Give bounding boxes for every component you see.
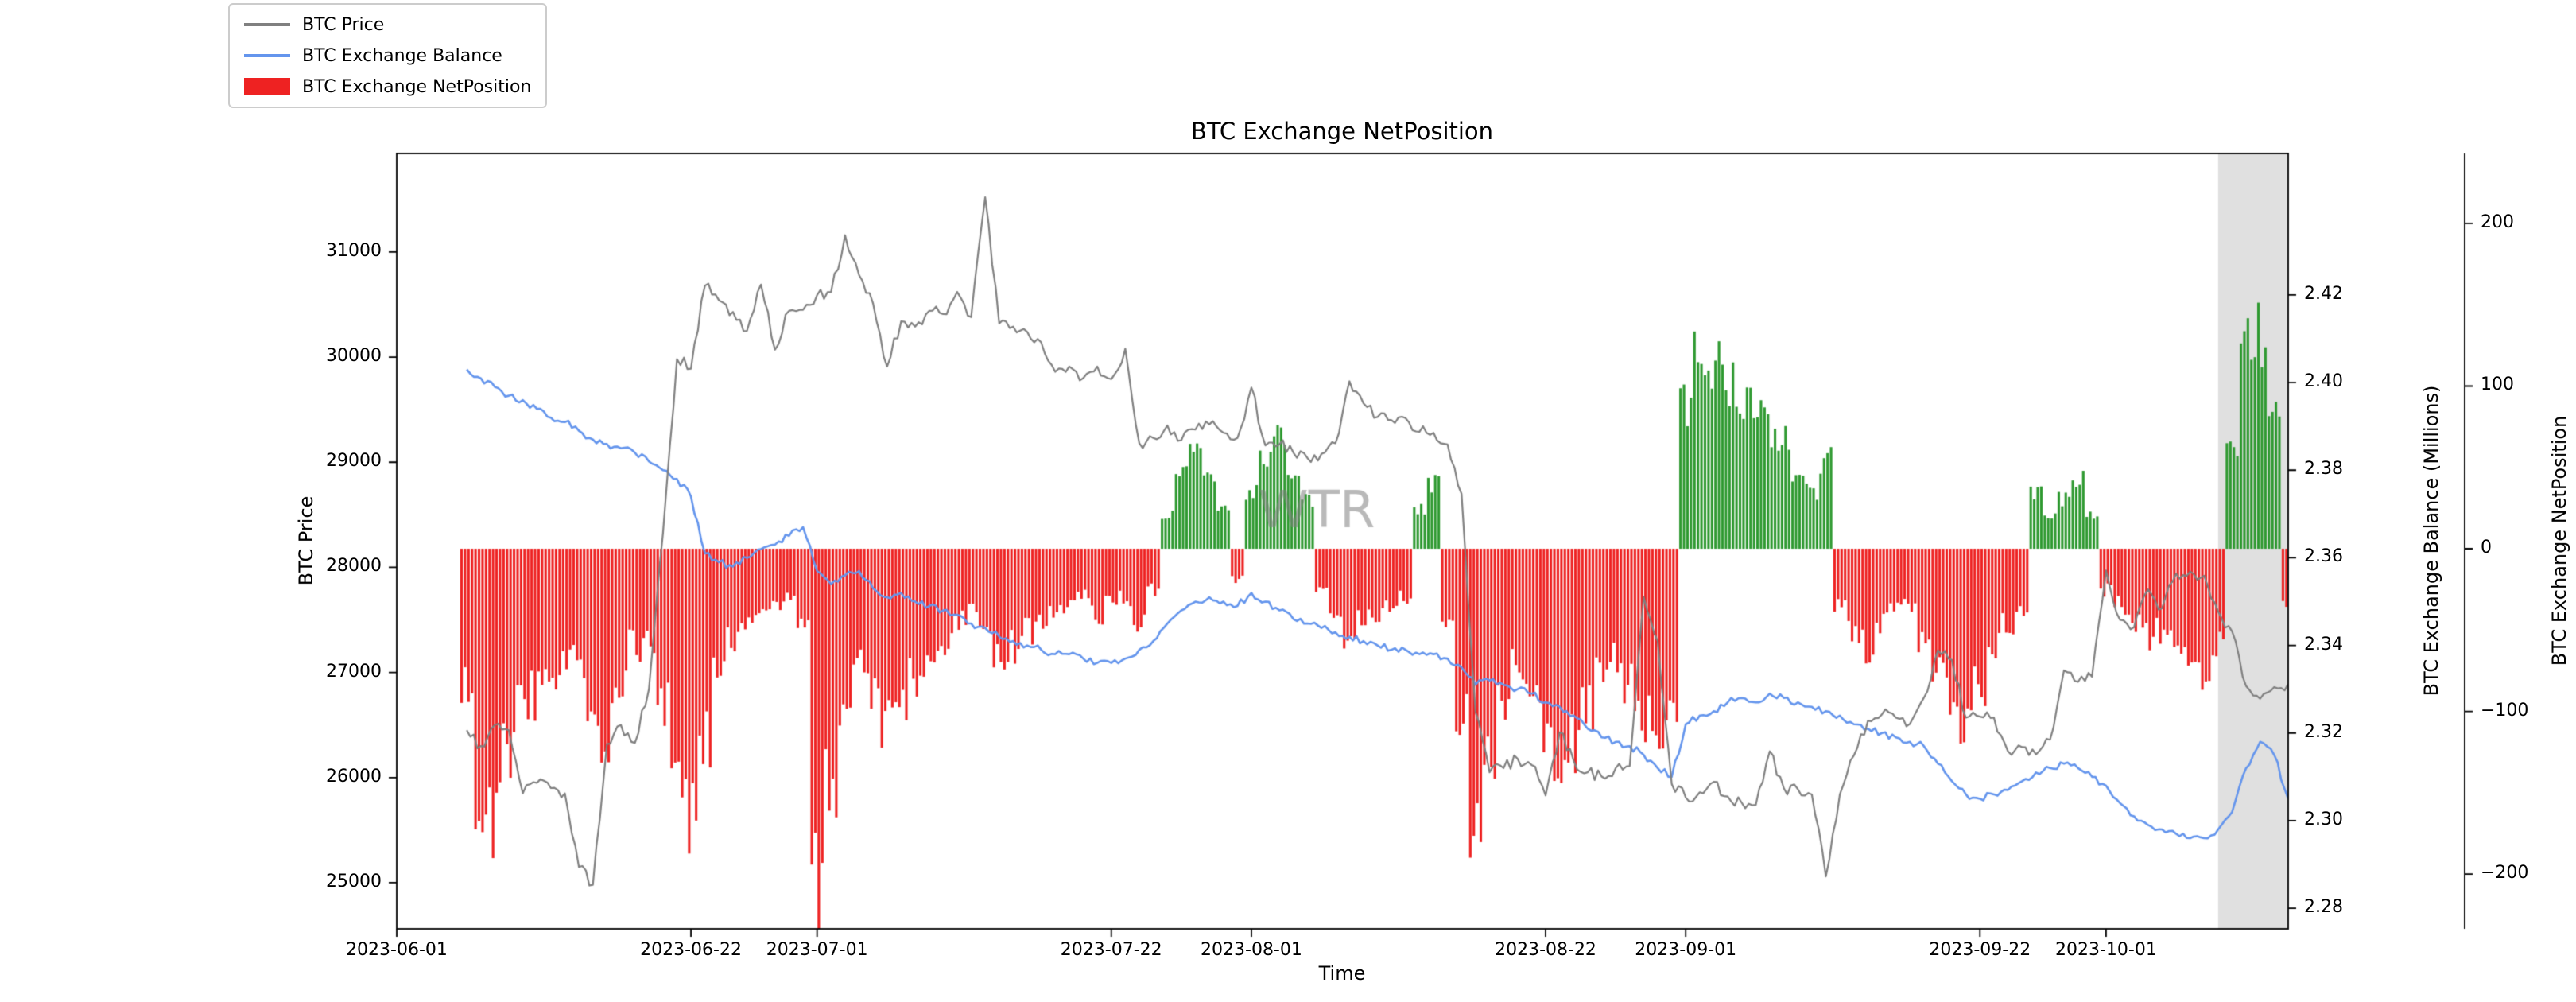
x-tick-label: 2023-09-22 [1929, 940, 2031, 960]
x-tick-label: 2023-09-01 [1635, 940, 1737, 960]
netposition-tick-label: 100 [2481, 375, 2514, 395]
legend-label-exchange-balance: BTC Exchange Balance [302, 45, 502, 66]
price-tick-label: 31000 [326, 240, 382, 261]
exchange-balance-line-swatch-icon [244, 54, 290, 57]
legend-item-exchange-netposition: BTC Exchange NetPosition [244, 75, 531, 99]
x-tick-label: 2023-10-01 [2054, 940, 2157, 960]
balance-tick-label: 2.32 [2304, 721, 2343, 742]
price-tick-label: 28000 [326, 556, 382, 577]
x-tick-label: 2023-08-22 [1495, 940, 1596, 960]
price-tick-label: 26000 [326, 766, 382, 786]
balance-tick-label: 2.36 [2304, 546, 2343, 567]
legend-label-btc-price: BTC Price [302, 14, 385, 35]
balance-tick-label: 2.38 [2304, 459, 2343, 480]
price-tick-label: 30000 [326, 346, 382, 367]
netposition-tick-label: −100 [2481, 700, 2529, 720]
btc-price-line-swatch-icon [244, 23, 290, 26]
y-axis-label-balance: BTC Exchange Balance (Millions) [2420, 385, 2442, 697]
x-tick-label: 2023-08-01 [1201, 940, 1302, 960]
legend-item-btc-price: BTC Price [244, 13, 531, 37]
netposition-tick-label: 200 [2481, 212, 2514, 232]
balance-tick-label: 2.40 [2304, 371, 2343, 392]
price-tick-label: 25000 [326, 871, 382, 891]
price-tick-label: 29000 [326, 451, 382, 472]
x-tick-label: 2023-06-01 [346, 940, 448, 960]
balance-tick-label: 2.30 [2304, 809, 2343, 829]
legend-item-exchange-balance: BTC Exchange Balance [244, 44, 531, 68]
x-tick-label: 2023-06-22 [640, 940, 742, 960]
legend-label-exchange-netposition: BTC Exchange NetPosition [302, 76, 532, 97]
price-tick-label: 27000 [326, 661, 382, 682]
chart-legend: BTC Price BTC Exchange Balance BTC Excha… [228, 3, 548, 108]
netposition-tick-label: 0 [2481, 538, 2492, 557]
netposition-tick-label: −200 [2481, 863, 2529, 884]
exchange-netposition-patch-swatch-icon [244, 78, 290, 95]
chart-title: BTC Exchange NetPosition [1190, 118, 1494, 145]
balance-tick-label: 2.34 [2304, 634, 2343, 654]
balance-tick-label: 2.42 [2304, 283, 2343, 304]
x-tick-label: 2023-07-01 [766, 940, 868, 960]
balance-tick-label: 2.28 [2304, 897, 2343, 918]
x-tick-label: 2023-07-22 [1060, 940, 1162, 960]
x-axis-label: Time [1318, 962, 1366, 985]
